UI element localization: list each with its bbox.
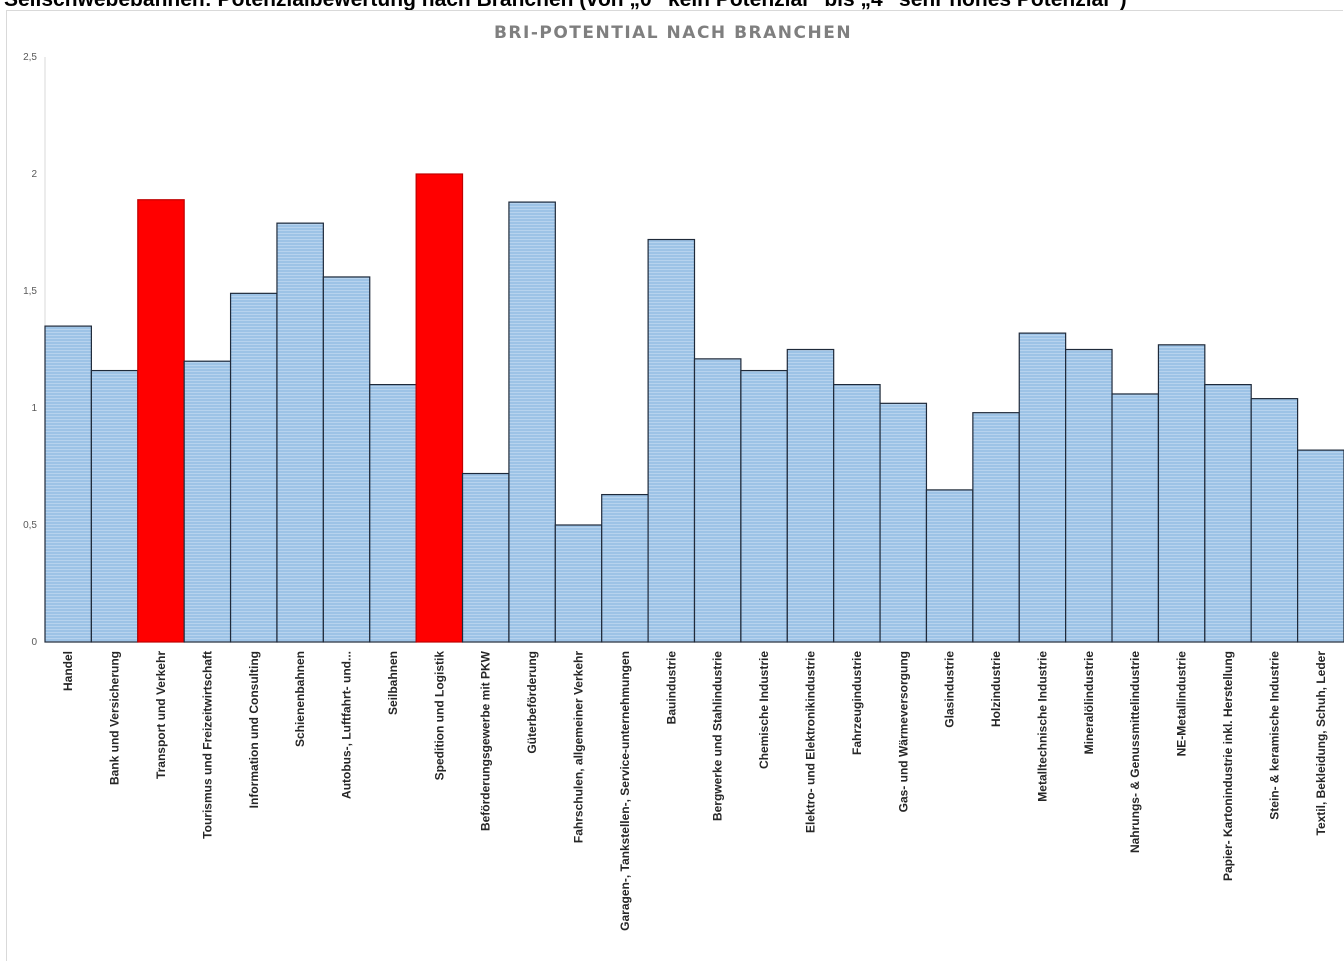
- category-labels: Handel Bank und Versicherung Transport und…: [61, 650, 1328, 931]
- category-label: Stein- & keramische Industrie: [1267, 651, 1281, 820]
- bar: [276, 222, 324, 643]
- category-label: Tourismus und Freizeitwirtschaft: [200, 651, 214, 839]
- y-tick-label: 1: [31, 403, 37, 414]
- category-label: Metalltechnische Industrie: [1035, 651, 1049, 802]
- bar: [1111, 393, 1160, 643]
- bar: [44, 325, 92, 643]
- bar: [1157, 344, 1206, 643]
- category-label: Beförderungsgewerbe mit PKW: [479, 650, 493, 831]
- bar: [786, 348, 835, 643]
- y-axis-ticks: 0 0,5 1 1,5 2 2,5: [23, 52, 37, 648]
- bar: [647, 238, 696, 643]
- bars-group: [44, 173, 1344, 643]
- category-label: Holzindustrie: [989, 651, 1003, 727]
- category-label: Handel: [61, 651, 75, 691]
- bar: [740, 369, 788, 643]
- bar: [90, 369, 139, 643]
- bar: [369, 384, 417, 643]
- bar: [879, 402, 928, 643]
- chart-title: BRI-POTENTIAL NACH BRANCHEN: [494, 23, 852, 43]
- y-tick-label: 2,5: [23, 52, 37, 63]
- bar: [137, 199, 185, 643]
- bar: [1297, 449, 1344, 643]
- category-label: Autobus-, Luftfahrt- und...: [340, 651, 354, 799]
- bar: [508, 201, 556, 643]
- category-label: Papier- Kartonindustrie inkl. Herstellun…: [1221, 651, 1235, 881]
- category-label: Transport und Verkehr: [154, 651, 168, 779]
- chart-container: BRI-POTENTIAL NACH BRANCHEN 0 0,5 1 1,5 2 2,5…: [6, 10, 1344, 961]
- y-tick-label: 0,5: [23, 520, 37, 531]
- y-tick-label: 2: [31, 169, 37, 180]
- category-label: Elektro- und Elektronikindustrie: [803, 651, 817, 833]
- category-label: Nahrungs- & Genussmittelindustrie: [1128, 651, 1142, 853]
- bar: [693, 358, 742, 643]
- y-tick-label: 0: [31, 637, 37, 648]
- bar: [1065, 348, 1113, 643]
- bar: [601, 493, 649, 643]
- bar: [322, 276, 371, 643]
- category-label: Bank und Versicherung: [108, 651, 122, 785]
- category-label: Seilbahnen: [386, 651, 400, 715]
- category-label: Spedition und Logistik: [432, 651, 446, 781]
- bar: [554, 524, 603, 643]
- category-label: Chemische Industrie: [757, 651, 771, 769]
- bar: [925, 489, 974, 643]
- category-label: Güterbeförderung: [525, 651, 539, 754]
- category-label: Schienenbahnen: [293, 651, 307, 747]
- bar: [183, 360, 232, 643]
- page-heading: Seilschwebebahnen: Potenzialbewertung na…: [0, 0, 1344, 10]
- category-label: Textil, Bekleidung, Schuh, Leder: [1314, 651, 1328, 836]
- category-label: Bauindustrie: [664, 651, 678, 725]
- bar: [1250, 398, 1299, 643]
- category-label: Gas- und Wärmeversorgung: [896, 651, 910, 812]
- category-label: Garagen-, Tankstellen-, Service-unterneh…: [618, 651, 632, 931]
- category-label: NE-Metallindustrie: [1175, 651, 1189, 757]
- bar: [415, 173, 464, 643]
- category-label: Information und Consulting: [247, 651, 261, 808]
- bar: [972, 412, 1020, 643]
- bar: [1018, 332, 1067, 643]
- bar-chart: BRI-POTENTIAL NACH BRANCHEN 0 0,5 1 1,5 2 2,5…: [23, 23, 1344, 931]
- bar: [461, 472, 510, 643]
- category-label: Fahrzeugindustrie: [850, 651, 864, 755]
- bar: [833, 384, 881, 643]
- category-label: Glasindustrie: [943, 651, 957, 728]
- bar: [229, 292, 278, 643]
- category-label: Bergwerke und Stahlindustrie: [711, 651, 725, 821]
- bar: [1204, 384, 1252, 643]
- category-label: Fahrschulen, allgemeiner Verkehr: [572, 651, 586, 843]
- category-label: Mineralölindustrie: [1082, 651, 1096, 755]
- y-tick-label: 1,5: [23, 286, 37, 297]
